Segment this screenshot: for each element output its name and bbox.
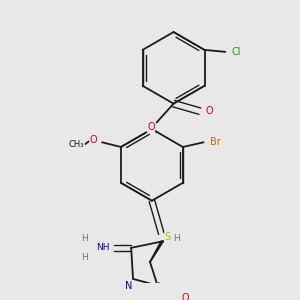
Text: O: O	[206, 106, 213, 116]
Text: O: O	[182, 293, 190, 300]
Text: O: O	[90, 135, 98, 146]
Text: Cl: Cl	[232, 47, 242, 57]
Text: O: O	[147, 122, 155, 132]
Text: NH: NH	[96, 243, 110, 252]
Text: S: S	[165, 232, 171, 242]
Text: Br: Br	[210, 137, 220, 147]
Text: H: H	[81, 234, 87, 243]
Text: H: H	[173, 234, 180, 243]
Text: N: N	[124, 281, 132, 291]
Text: CH₃: CH₃	[69, 140, 84, 149]
Text: H: H	[81, 253, 87, 262]
